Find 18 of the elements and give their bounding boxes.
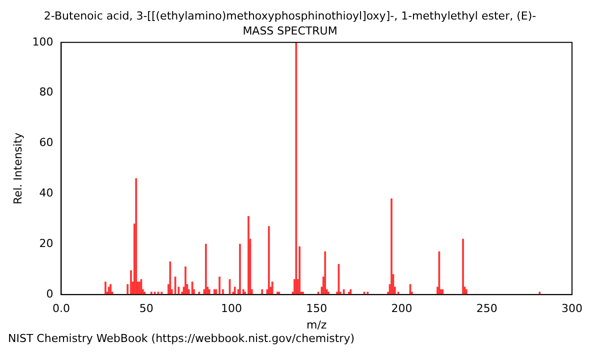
y-tick-label: 20 xyxy=(39,237,54,250)
x-tick-label: 200 xyxy=(391,302,412,316)
chart-subtitle: MASS SPECTRUM xyxy=(242,24,338,38)
y-tick-label: 0 xyxy=(46,287,54,300)
y-tick-label: 100 xyxy=(32,35,54,48)
y-tick-label: 40 xyxy=(39,186,54,200)
x-tick-label: 300 xyxy=(562,302,582,316)
x-axis-title: m/z xyxy=(306,318,327,332)
y-tick-label: 80 xyxy=(39,86,54,99)
text: NIST Chemistry WebBook (https://webbook.nist.gov/chemistry) xyxy=(8,332,356,345)
x-tick-label: 50 xyxy=(139,302,154,316)
y-tick-label: 60 xyxy=(39,136,54,150)
x-tick-label: 0.0 xyxy=(52,302,70,316)
x-tick-label: 250 xyxy=(476,302,498,316)
y-axis-title: Rel. Intensity xyxy=(11,132,24,204)
x-tick-label: 100 xyxy=(220,302,242,316)
chart-title: 2-Butenoic acid, 3-[[(ethylamino)methoxyphosphinothioyl]oxy]-, 1-methylethyl ester, (E)- xyxy=(44,9,536,22)
x-tick-label: 150 xyxy=(306,302,328,316)
